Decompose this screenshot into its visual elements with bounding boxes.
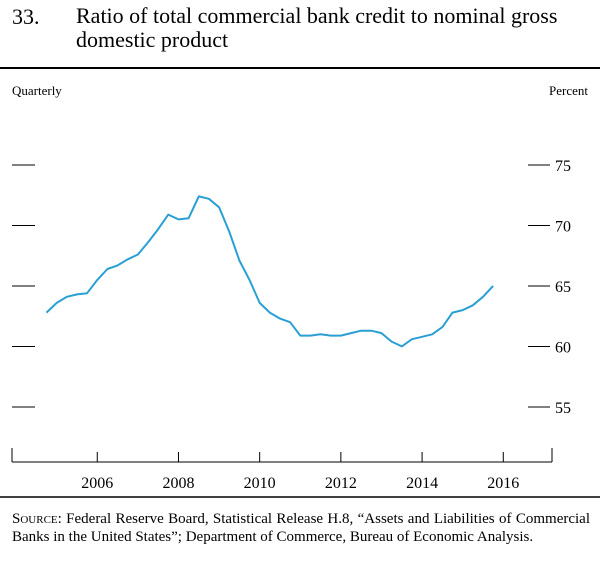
x-tick-label: 2016	[487, 475, 519, 492]
y-tick-label: 75	[555, 158, 571, 175]
right-label: Percent	[549, 83, 588, 98]
source-label: Source:	[12, 511, 62, 527]
y-tick-label: 60	[555, 339, 571, 356]
x-tick-label: 2010	[244, 475, 276, 492]
x-tick-label: 2006	[81, 475, 113, 492]
data-line	[45, 195, 494, 348]
source-note: Source: Federal Reserve Board, Statistic…	[12, 510, 590, 546]
left-label: Quarterly	[12, 83, 62, 98]
y-tick-label: 65	[555, 279, 571, 296]
x-tick-label: 2008	[162, 475, 194, 492]
chart-number: 33.	[12, 4, 40, 29]
chart-title: Ratio of total commercial bank credit to…	[76, 3, 558, 52]
x-tick-label: 2014	[406, 475, 438, 492]
y-tick-label: 70	[555, 218, 571, 235]
source-text: Federal Reserve Board, Statistical Relea…	[12, 511, 590, 545]
y-tick-label: 55	[555, 400, 571, 417]
x-tick-label: 2012	[325, 475, 357, 492]
